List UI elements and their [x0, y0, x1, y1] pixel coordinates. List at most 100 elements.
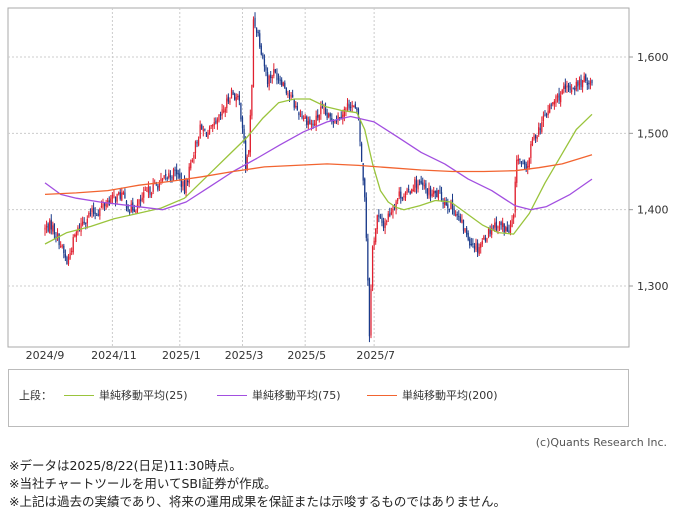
candles	[44, 12, 593, 343]
series-line-2	[44, 115, 593, 211]
candle-body	[478, 247, 480, 255]
candle-body	[503, 223, 505, 233]
candle-body	[459, 216, 461, 222]
candle-body	[44, 227, 46, 230]
candle-body	[312, 123, 314, 126]
candle-body	[160, 178, 162, 182]
candle-body	[556, 95, 559, 98]
candle-body	[204, 129, 206, 131]
candle-body	[293, 99, 295, 108]
candle-body	[226, 98, 228, 109]
candle-body	[127, 206, 129, 212]
candle-body	[271, 76, 273, 79]
chart-svg: 1,600 1,500 1,400 1,300 2024/9 2024/11 2025/1…	[7, 7, 669, 362]
candle-body	[461, 219, 463, 223]
candle-body	[480, 244, 482, 248]
candle-body	[483, 236, 485, 240]
candle-body	[129, 212, 131, 214]
candle-body	[321, 106, 324, 108]
candle-body	[99, 208, 101, 217]
candle-body	[81, 221, 84, 225]
candle-body	[240, 102, 242, 120]
legend-heading: 上段：	[19, 389, 52, 402]
candle-body	[513, 214, 515, 219]
candle-body	[212, 125, 214, 127]
candle-body	[528, 157, 530, 168]
candle-body	[418, 181, 421, 183]
candle-body	[274, 69, 277, 73]
candle-body	[146, 190, 148, 192]
candle-body	[255, 27, 258, 33]
candle-body	[538, 127, 540, 135]
candle-body	[232, 91, 234, 95]
candle-body	[497, 226, 499, 229]
candle-body	[351, 105, 353, 107]
candle-body	[431, 193, 433, 197]
candle-body	[545, 114, 548, 116]
candle-body	[525, 163, 527, 171]
candle-body	[389, 213, 391, 216]
candle-body	[66, 257, 68, 265]
candle-body	[329, 113, 331, 117]
candle-body	[194, 141, 197, 154]
candle-body	[182, 181, 184, 187]
candle-body	[523, 161, 526, 165]
candle-body	[337, 115, 339, 121]
candle-body	[64, 253, 67, 258]
candle-body	[58, 234, 60, 246]
candle-body	[287, 93, 289, 95]
candle-body	[102, 203, 104, 208]
candle-body	[144, 189, 146, 191]
candle-body	[97, 214, 99, 216]
candle-body	[324, 107, 327, 115]
candle-body	[531, 139, 534, 146]
candle-body	[397, 198, 399, 202]
candle-body	[332, 120, 335, 123]
candle-body	[378, 215, 380, 217]
candle-body	[505, 227, 507, 231]
candle-body	[260, 45, 262, 55]
candle-body	[199, 124, 201, 139]
candle-body	[489, 228, 491, 234]
candle-body	[371, 246, 374, 288]
candle-body	[368, 278, 371, 337]
candle-body	[221, 109, 223, 116]
candle-body	[340, 116, 342, 119]
candle-body	[284, 82, 286, 88]
candle-body	[382, 221, 385, 228]
candle-body	[139, 199, 142, 202]
candle-body	[296, 105, 298, 111]
candle-body	[320, 106, 322, 115]
candle-body	[487, 228, 490, 237]
candle-body	[578, 80, 581, 86]
candle-body	[74, 234, 76, 237]
candle-body	[550, 104, 552, 106]
candle-body	[135, 210, 137, 213]
y-tick-label: 1,600	[637, 51, 669, 64]
candle-body	[168, 173, 170, 179]
candle-body	[342, 114, 344, 120]
candle-body	[492, 226, 494, 228]
candle-body	[262, 54, 264, 59]
candle-body	[437, 189, 440, 199]
candle-body	[89, 213, 92, 215]
candle-body	[456, 214, 458, 216]
candle-body	[133, 209, 135, 212]
candle-body	[190, 162, 192, 169]
candle-body	[547, 110, 549, 115]
candle-body	[193, 155, 195, 159]
candle-body	[473, 246, 476, 249]
candle-body	[307, 120, 309, 126]
copyright: (c)Quants Research Inc.	[535, 436, 667, 449]
candle-body	[585, 74, 587, 81]
legend-swatch-sma200	[367, 394, 397, 396]
candle-body	[506, 227, 508, 232]
moving-averages	[44, 98, 593, 245]
candle-body	[103, 202, 106, 206]
candle-body	[147, 186, 150, 193]
candle-body	[158, 183, 161, 188]
candle-body	[542, 115, 545, 122]
series-line-3	[44, 154, 593, 196]
candle-body	[50, 219, 52, 230]
candle-body	[111, 194, 114, 199]
